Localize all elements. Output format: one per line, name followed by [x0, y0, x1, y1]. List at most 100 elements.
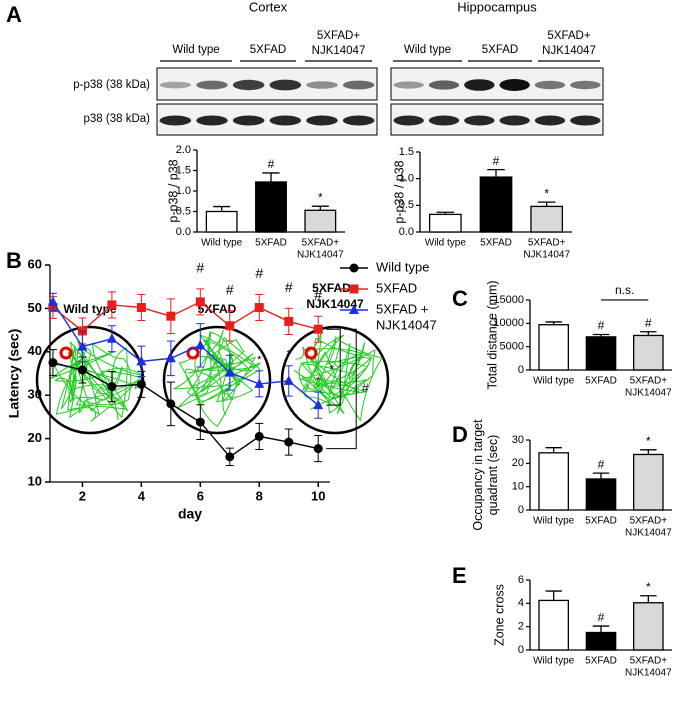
blot-row-label: p-p38 (38 kDa): [73, 79, 150, 91]
error-bar: [436, 211, 455, 215]
blot-image: [156, 67, 378, 101]
blot-band: [428, 115, 460, 126]
bracket-label: *: [330, 362, 335, 376]
data-point: [136, 303, 146, 313]
panel-label: E: [452, 563, 467, 588]
y-tick-label: 0.5: [176, 205, 191, 217]
x-tick-label: 5XFAD+: [630, 516, 668, 527]
data-point: [195, 297, 205, 307]
data-point: [313, 324, 323, 334]
panel-label: D: [452, 422, 468, 447]
significance-mark: *: [287, 349, 292, 361]
lane-group-label: NJK14047: [542, 45, 596, 57]
y-tick-label: 0: [518, 504, 524, 516]
bar: [538, 452, 569, 511]
x-tick-label: Wild type: [533, 516, 575, 527]
blot-band: [232, 115, 265, 126]
x-tick-label: 5XFAD+: [528, 238, 566, 249]
data-point: [166, 311, 176, 321]
platform: [59, 346, 73, 360]
legend-label: NJK14047: [376, 317, 437, 332]
blot-band: [464, 115, 495, 126]
error-bar: [545, 447, 562, 453]
error-bar: [545, 321, 562, 325]
data-point: [107, 300, 117, 310]
y-tick-label: 30: [512, 434, 524, 446]
region-title: Cortex: [249, 0, 288, 14]
y-tick-label: 50: [28, 300, 42, 315]
bar: [585, 336, 617, 371]
region-title: Hippocampus: [457, 0, 537, 14]
swim-path: [173, 329, 262, 428]
data-point: [254, 303, 264, 313]
error-bar: [487, 168, 505, 178]
data-point: [284, 437, 294, 447]
data-point: [225, 452, 235, 462]
bar: [205, 210, 238, 233]
significance-mark: #: [493, 154, 500, 168]
x-tick-label: 5XFAD: [255, 238, 287, 249]
platform: [304, 346, 318, 360]
y-tick-label: 2: [518, 621, 524, 633]
legend-label: 5XFAD +: [376, 301, 428, 316]
x-tick-label: NJK14047: [625, 388, 672, 399]
blot-band: [159, 81, 192, 89]
blot-band: [342, 115, 375, 126]
lane-group-label: Wild type: [172, 44, 219, 56]
data-point: [136, 379, 146, 389]
significance-mark: *: [318, 190, 323, 204]
blot-band: [499, 79, 530, 91]
maze-pool: [162, 325, 272, 435]
error-bar: [592, 333, 610, 337]
y-tick-label: 40: [28, 343, 42, 358]
blot-band: [306, 115, 338, 126]
significance-mark: #: [255, 265, 263, 281]
series-line: [52, 301, 319, 406]
bar: [538, 324, 569, 371]
error-bar: [545, 590, 562, 601]
blot-image: [156, 103, 378, 136]
y-tick-label: 0: [518, 364, 524, 376]
y-tick-label: 4: [518, 597, 524, 609]
legend-label: 5XFAD: [376, 280, 417, 295]
significance-mark: #: [598, 457, 605, 471]
bar: [633, 602, 664, 651]
y-tick-label: 60: [28, 256, 42, 271]
significance-mark: *: [316, 375, 321, 387]
significance-mark: #: [226, 281, 234, 297]
x-tick-label: 5XFAD+: [630, 376, 668, 387]
y-tick-label: 30: [28, 387, 42, 402]
x-tick-label: 2: [79, 488, 86, 503]
data-point: [106, 333, 117, 343]
data-point: [77, 341, 88, 351]
y-tick-label: 1.0: [176, 185, 191, 197]
swim-path: [293, 330, 383, 422]
y-tick-label: 1.0: [399, 173, 414, 185]
error-bar: [640, 331, 657, 336]
x-tick-label: NJK14047: [625, 668, 672, 679]
maze-title: 5XFAD+: [312, 281, 358, 295]
significance-mark: #: [314, 287, 322, 303]
lane-group-label: 5XFAD+: [547, 30, 590, 42]
blot-band: [196, 115, 228, 126]
error-bar: [311, 205, 329, 211]
maze-title: NJK14047: [306, 297, 364, 311]
bar: [633, 334, 664, 371]
y-tick-label: 20: [28, 430, 42, 445]
error-bar: [537, 201, 556, 207]
data-point: [195, 417, 205, 427]
y-tick-label: 5000: [500, 341, 524, 353]
blot-image: [390, 67, 604, 101]
significance-mark: *: [544, 186, 549, 200]
y-tick-label: 0: [518, 644, 524, 656]
significance-mark: *: [646, 580, 651, 594]
x-tick-label: Wild type: [533, 376, 575, 387]
series-line: [52, 361, 319, 458]
significance-mark: #: [268, 157, 275, 171]
panel-label: A: [6, 2, 22, 27]
blot-band: [269, 79, 302, 91]
y-tick-label: 0.0: [176, 226, 191, 238]
error-bar: [640, 449, 657, 455]
x-axis-label: day: [178, 506, 202, 522]
